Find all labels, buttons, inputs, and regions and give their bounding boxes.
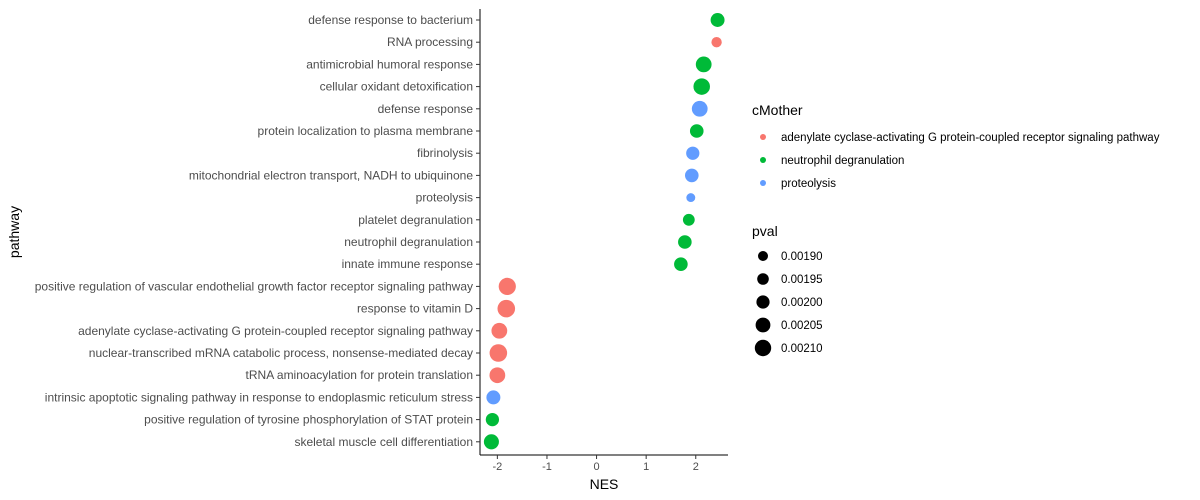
x-tick-label-1: -1 (542, 461, 552, 473)
point-cellular-oxidant-detoxification (693, 78, 710, 95)
point-nuclear-transcribed-mrna-catabolic-process-nonsense-mediated-decay (489, 344, 508, 362)
y-tick-label-positive-regulation-of-vascular-endothelial-growth-factor-receptor-signaling-pathway: positive regulation of vascular endothel… (35, 279, 473, 293)
size-legend-key-3 (755, 317, 771, 333)
point-protein-localization-to-plasma-membrane (689, 124, 704, 138)
point-adenylate-cyclase-activating-g-protein-coupled-receptor-signaling-pathway (491, 322, 508, 339)
y-axis-title: pathway (6, 206, 22, 258)
point-trna-aminoacylation-for-protein-translation (489, 367, 506, 384)
point-neutrophil-degranulation (678, 235, 692, 249)
y-tick-label-fibrinolysis: fibrinolysis (417, 146, 473, 160)
size-legend-label-0: 0.00190 (781, 251, 823, 263)
point-platelet-degranulation (682, 213, 695, 226)
x-tick-label-3: 1 (643, 461, 649, 473)
size-legend-label-1: 0.00195 (781, 274, 823, 286)
size-legend: pval 0.00190 0.00195 0.00200 0.00205 0.00210 (752, 223, 823, 357)
color-legend-key-adenylate-cyclase-activating-g-protein-coupled-receptor-signaling-pathway (760, 134, 766, 140)
y-tick-label-platelet-degranulation: platelet degranulation (358, 213, 473, 227)
y-tick-label-response-to-vitamin-d: response to vitamin D (357, 302, 473, 316)
point-mitochondrial-electron-transport-nadh-to-ubiquinone (684, 168, 699, 183)
y-axis-ticks: defense response to bacterium RNA process… (35, 13, 480, 449)
point-rna-processing (711, 37, 722, 48)
y-tick-label-defense-response-to-bacterium: defense response to bacterium (308, 13, 473, 27)
color-legend-label-neutrophil-degranulation: neutrophil degranulation (781, 155, 904, 167)
y-tick-label-trna-aminoacylation-for-protein-translation: tRNA aminoacylation for protein translat… (246, 368, 473, 382)
x-axis-title: NES (590, 476, 619, 492)
y-tick-label-positive-regulation-of-tyrosine-phosphorylation-of-stat-protein: positive regulation of tyrosine phosphor… (144, 413, 473, 427)
y-tick-label-protein-localization-to-plasma-membrane: protein localization to plasma membrane (258, 124, 474, 138)
color-legend-label-proteolysis: proteolysis (781, 178, 836, 190)
y-tick-label-defense-response: defense response (378, 102, 474, 116)
point-skeletal-muscle-cell-differentiation (483, 434, 499, 450)
point-intrinsic-apoptotic-signaling-pathway-in-response-to-endoplasmic-reticulum-stress (486, 390, 501, 405)
point-proteolysis (686, 193, 696, 203)
y-tick-label-antimicrobial-humoral-response: antimicrobial humoral response (306, 57, 473, 71)
point-innate-immune-response (674, 257, 688, 272)
y-tick-label-intrinsic-apoptotic-signaling-pathway-in-response-to-endoplasmic-reticulum-stress: intrinsic apoptotic signaling pathway in… (45, 390, 473, 404)
point-positive-regulation-of-tyrosine-phosphorylation-of-stat-protein (485, 412, 500, 427)
color-legend-key-neutrophil-degranulation (760, 157, 766, 163)
point-antimicrobial-humoral-response (695, 56, 712, 73)
point-fibrinolysis (686, 146, 700, 160)
size-legend-key-4 (754, 339, 772, 357)
size-legend-title: pval (752, 223, 778, 239)
size-legend-key-1 (757, 273, 769, 285)
x-axis-ticks: -2 -1 0 1 2 (492, 455, 699, 473)
y-tick-label-adenylate-cyclase-activating-g-protein-coupled-receptor-signaling-pathway: adenylate cyclase-activating G protein-c… (78, 324, 473, 338)
y-tick-label-skeletal-muscle-cell-differentiation: skeletal muscle cell differentiation (294, 435, 473, 449)
size-legend-key-0 (758, 251, 768, 261)
size-legend-label-4: 0.00210 (781, 343, 823, 355)
point-defense-response-to-bacterium (710, 13, 725, 27)
y-tick-label-rna-processing: RNA processing (387, 35, 473, 49)
color-legend-label-adenylate-cyclase-activating-g-protein-coupled-receptor-signaling-pathway: adenylate cyclase-activating G protein-c… (781, 132, 1160, 144)
y-tick-label-nuclear-transcribed-mrna-catabolic-process-nonsense-mediated-decay: nuclear-transcribed mRNA catabolic proce… (89, 346, 473, 360)
size-legend-label-3: 0.00205 (781, 320, 823, 332)
point-response-to-vitamin-d (497, 299, 516, 318)
y-tick-label-cellular-oxidant-detoxification: cellular oxidant detoxification (320, 80, 473, 94)
plot-area: defense response to bacterium RNA process… (35, 9, 728, 473)
size-legend-key-2 (756, 295, 770, 309)
y-tick-label-innate-immune-response: innate immune response (342, 257, 474, 271)
y-tick-label-mitochondrial-electron-transport-nadh-to-ubiquinone: mitochondrial electron transport, NADH t… (189, 168, 473, 182)
color-legend: cMother adenylate cyclase-activating G p… (752, 102, 1160, 190)
point-positive-regulation-of-vascular-endothelial-growth-factor-receptor-signaling-pathway (498, 277, 516, 295)
y-tick-label-neutrophil-degranulation: neutrophil degranulation (344, 235, 473, 249)
x-tick-label-2: 0 (593, 461, 599, 473)
x-tick-label-0: -2 (492, 461, 502, 473)
points-layer (483, 13, 725, 450)
y-tick-label-proteolysis: proteolysis (416, 191, 473, 205)
point-defense-response (691, 100, 708, 117)
size-legend-label-2: 0.00200 (781, 297, 823, 309)
x-tick-label-4: 2 (693, 461, 699, 473)
color-legend-key-proteolysis (760, 180, 766, 186)
color-legend-title: cMother (752, 102, 803, 118)
